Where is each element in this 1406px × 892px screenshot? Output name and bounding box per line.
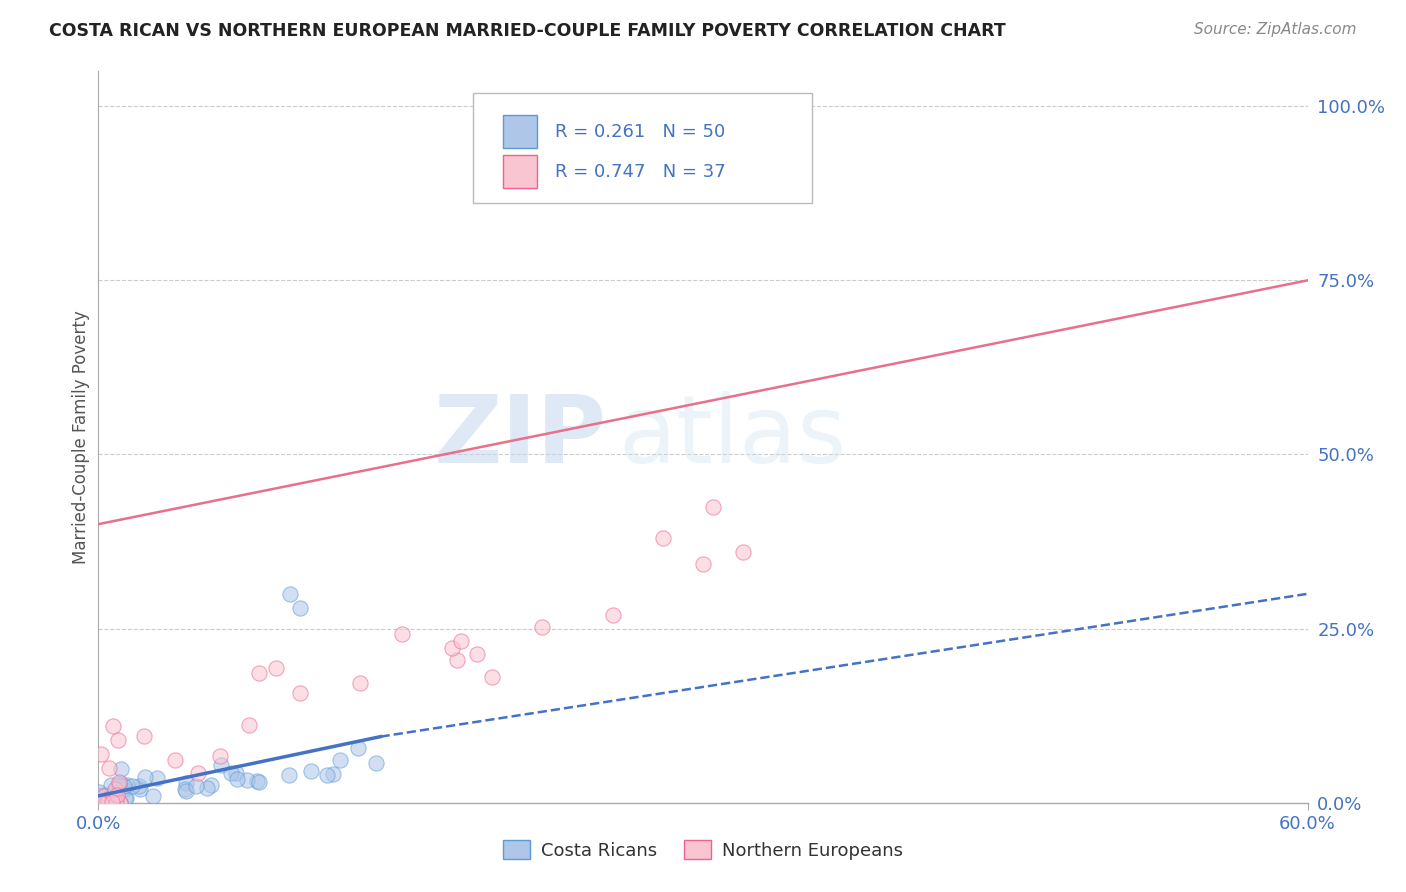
Point [107,775,129,789]
Point [208,749,231,764]
Point [100,778,122,792]
Point [329,753,352,767]
Point [104,796,127,810]
Point [132,729,155,743]
Point [465,647,488,661]
Point [93,788,115,802]
Point [651,532,673,546]
Point [98,761,121,775]
Point [322,767,344,781]
Text: R = 0.747   N = 37: R = 0.747 N = 37 [555,163,727,181]
Point [225,772,247,786]
Point [530,620,553,634]
Point [96,793,118,807]
Point [731,544,754,558]
Point [105,789,128,803]
Point [110,776,132,790]
Point [174,783,197,797]
Point [94,796,117,810]
Point [112,780,135,794]
Text: R = 0.261   N = 50: R = 0.261 N = 50 [555,123,725,141]
Point [391,627,413,641]
Point [441,641,464,656]
Point [184,779,207,793]
Point [733,99,755,113]
Point [115,791,138,805]
Point [246,773,269,788]
Point [187,766,209,780]
Point [349,676,371,690]
Point [97,792,120,806]
Point [316,768,339,782]
Point [277,767,299,781]
Point [142,789,165,803]
Point [110,796,132,810]
Point [278,587,301,601]
Point [101,719,124,733]
Point [247,775,270,789]
Point [163,753,186,767]
Point [90,790,112,805]
Point [134,770,156,784]
Point [236,773,259,788]
Point [602,607,624,622]
Point [117,778,139,792]
Point [108,778,131,792]
Point [90,747,112,761]
Point [114,791,136,805]
Point [111,779,134,793]
Point [110,796,132,810]
Point [96,795,118,809]
FancyBboxPatch shape [503,115,537,148]
Point [209,757,232,772]
Text: atlas: atlas [619,391,846,483]
Point [101,795,124,809]
Y-axis label: Married-Couple Family Poverty: Married-Couple Family Poverty [72,310,90,564]
Point [347,740,370,755]
Point [90,788,112,802]
Point [174,776,197,790]
Point [288,686,311,700]
Point [121,779,143,793]
Text: COSTA RICAN VS NORTHERN EUROPEAN MARRIED-COUPLE FAMILY POVERTY CORRELATION CHART: COSTA RICAN VS NORTHERN EUROPEAN MARRIED… [49,22,1005,40]
Point [264,661,287,675]
Text: Source: ZipAtlas.com: Source: ZipAtlas.com [1194,22,1357,37]
Point [103,781,125,796]
Point [128,781,150,796]
Legend: Costa Ricans, Northern Europeans: Costa Ricans, Northern Europeans [496,833,910,867]
Text: ZIP: ZIP [433,391,606,483]
Point [692,558,714,572]
Point [200,778,222,792]
Point [146,771,169,785]
Point [112,781,135,796]
Point [97,792,120,806]
Point [195,780,218,795]
Point [225,765,247,780]
Point [98,792,121,806]
Point [446,652,468,666]
Point [450,634,472,648]
Point [89,785,111,799]
Point [702,500,724,514]
FancyBboxPatch shape [503,155,537,188]
Point [288,600,311,615]
Point [107,732,129,747]
Point [90,796,112,810]
Point [299,764,322,778]
Point [219,765,242,780]
Point [90,795,112,809]
Point [110,762,132,776]
Point [104,785,127,799]
Point [104,791,127,805]
Point [247,665,270,680]
Point [93,789,115,803]
Point [481,670,503,684]
Point [174,781,197,796]
Point [366,756,388,770]
Point [128,779,150,793]
Point [238,718,260,732]
FancyBboxPatch shape [474,94,811,203]
Point [104,783,127,797]
